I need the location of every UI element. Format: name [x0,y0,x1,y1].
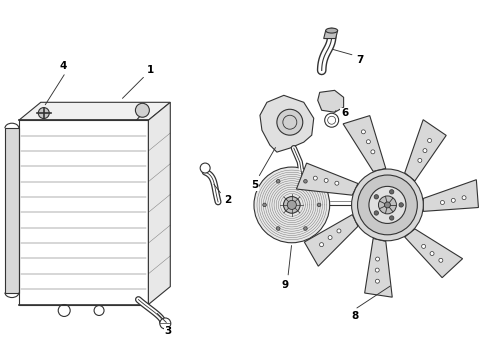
Circle shape [375,268,379,272]
Circle shape [441,201,444,204]
Circle shape [439,258,443,262]
Circle shape [313,176,318,180]
Circle shape [371,150,375,154]
Circle shape [451,198,455,202]
Circle shape [430,252,434,256]
Polygon shape [5,128,19,293]
Circle shape [337,229,341,233]
Polygon shape [304,215,358,266]
Circle shape [335,181,339,185]
Text: 5: 5 [251,180,259,190]
Polygon shape [365,238,392,297]
Text: 7: 7 [356,55,363,66]
Circle shape [319,243,323,247]
Circle shape [362,130,366,134]
Text: 9: 9 [281,280,289,289]
Circle shape [421,244,426,248]
Polygon shape [260,95,314,152]
Polygon shape [318,90,343,112]
Circle shape [304,227,307,230]
Text: 3: 3 [165,327,172,336]
Circle shape [276,180,280,183]
Circle shape [390,190,394,194]
Circle shape [254,167,330,243]
Text: 8: 8 [351,311,358,321]
Circle shape [423,149,427,153]
Circle shape [374,195,378,199]
Circle shape [369,186,406,224]
Circle shape [135,103,149,117]
Polygon shape [423,180,478,211]
Circle shape [304,180,307,183]
Circle shape [358,175,417,235]
Circle shape [375,279,379,283]
Circle shape [390,216,394,220]
Circle shape [277,109,303,135]
Ellipse shape [326,28,338,33]
Polygon shape [343,116,386,171]
Circle shape [399,203,403,207]
Circle shape [38,108,49,118]
Circle shape [375,257,380,261]
Circle shape [287,201,296,210]
Circle shape [367,140,370,144]
Polygon shape [148,102,171,305]
Circle shape [378,196,396,214]
Polygon shape [296,163,358,195]
Circle shape [263,203,267,207]
Circle shape [276,227,280,230]
Circle shape [352,169,423,241]
Circle shape [462,196,466,200]
Circle shape [200,163,210,173]
Circle shape [318,203,321,207]
Text: 1: 1 [147,66,154,76]
Polygon shape [405,120,446,181]
Polygon shape [324,31,338,39]
Polygon shape [405,229,463,278]
Circle shape [418,158,422,162]
Text: 6: 6 [341,108,348,118]
Circle shape [160,318,171,329]
Text: 4: 4 [59,62,66,71]
Circle shape [385,202,391,208]
Circle shape [328,235,332,239]
Text: 2: 2 [224,195,232,205]
Circle shape [374,211,378,215]
Circle shape [324,179,328,183]
Polygon shape [19,102,171,120]
Circle shape [428,139,432,143]
Circle shape [284,197,300,213]
